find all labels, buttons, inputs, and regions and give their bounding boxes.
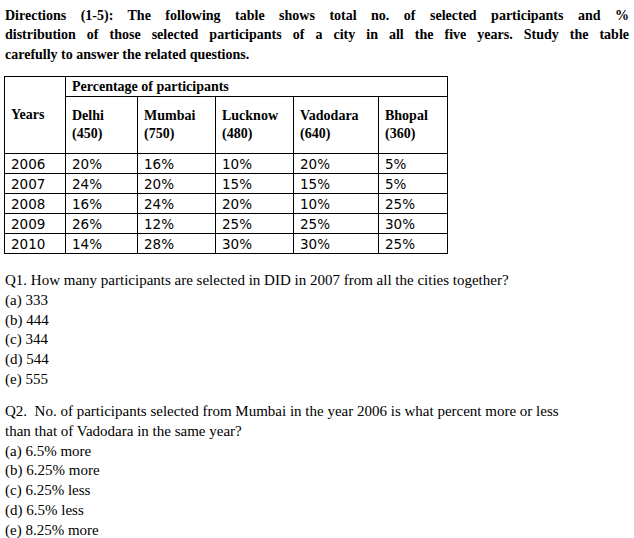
question-text-line: Q2. No. of participants selected from Mu… [5, 402, 631, 422]
city-name: Bhopal [385, 107, 445, 125]
value-cell: 24% [138, 194, 216, 214]
city-header-cell: Delhi (450) [66, 97, 138, 154]
value-cell: 28% [138, 234, 216, 254]
city-header-cell: Bhopal (360) [379, 97, 448, 154]
value-cell: 30% [294, 234, 379, 254]
city-total: (750) [144, 125, 213, 143]
group-header-cell: Percentage of participants [66, 77, 448, 97]
years-header-cell: Years [5, 77, 66, 154]
directions-line: Directions (1-5): The following table sh… [5, 6, 629, 25]
value-cell: 25% [216, 214, 294, 234]
page: Directions (1-5): The following table sh… [0, 0, 634, 538]
value-cell: 15% [294, 174, 379, 194]
table-row: 2008 16% 24% 20% 10% 25% [5, 194, 448, 214]
value-cell: 14% [66, 234, 138, 254]
value-cell: 20% [294, 154, 379, 174]
value-cell: 25% [379, 194, 448, 214]
question-option: (b) 444 [5, 311, 631, 331]
table-row: 2009 26% 12% 25% 25% 30% [5, 214, 448, 234]
year-cell: 2009 [5, 214, 66, 234]
directions-line: distribution of those selected participa… [5, 25, 629, 44]
question-option: (a) 333 [5, 291, 631, 311]
city-header-cell: Vadodara (640) [294, 97, 379, 154]
question-option: (b) 6.25% more [5, 461, 631, 481]
city-name: Lucknow [222, 107, 291, 125]
year-cell: 2007 [5, 174, 66, 194]
city-total: (360) [385, 125, 445, 143]
participants-table: Years Percentage of participants Delhi (… [4, 76, 448, 254]
value-cell: 12% [138, 214, 216, 234]
year-cell: 2008 [5, 194, 66, 214]
question-block-q1: Q1. How many participants are selected i… [5, 271, 631, 390]
table-row: 2010 14% 28% 30% 30% 25% [5, 234, 448, 254]
question-option: (e) 555 [5, 370, 631, 390]
question-block-q2: Q2. No. of participants selected from Mu… [5, 402, 631, 538]
question-option: (c) 344 [5, 330, 631, 350]
value-cell: 30% [216, 234, 294, 254]
value-cell: 16% [138, 154, 216, 174]
city-name: Mumbai [144, 107, 213, 125]
question-option: (c) 6.25% less [5, 481, 631, 501]
question-text-line: Q1. How many participants are selected i… [5, 271, 631, 291]
question-option: (d) 544 [5, 350, 631, 370]
value-cell: 16% [66, 194, 138, 214]
table-row: 2006 20% 16% 10% 20% 5% [5, 154, 448, 174]
value-cell: 5% [379, 174, 448, 194]
city-header-cell: Mumbai (750) [138, 97, 216, 154]
value-cell: 15% [216, 174, 294, 194]
value-cell: 5% [379, 154, 448, 174]
directions-line: carefully to answer the related question… [5, 45, 629, 64]
directions-text: Directions (1-5): The following table sh… [5, 6, 629, 64]
city-total: (640) [300, 125, 376, 143]
city-total: (480) [222, 125, 291, 143]
value-cell: 20% [216, 194, 294, 214]
value-cell: 20% [138, 174, 216, 194]
question-option: (e) 8.25% more [5, 521, 631, 538]
city-name: Delhi [72, 107, 135, 125]
year-cell: 2006 [5, 154, 66, 174]
question-option: (a) 6.5% more [5, 442, 631, 462]
city-name: Vadodara [300, 107, 376, 125]
city-header-cell: Lucknow (480) [216, 97, 294, 154]
question-text-line: than that of Vadodara in the same year? [5, 422, 631, 442]
value-cell: 20% [66, 154, 138, 174]
value-cell: 26% [66, 214, 138, 234]
value-cell: 10% [294, 194, 379, 214]
table-row: 2007 24% 20% 15% 15% 5% [5, 174, 448, 194]
city-total: (450) [72, 125, 135, 143]
value-cell: 10% [216, 154, 294, 174]
question-option: (d) 6.5% less [5, 501, 631, 521]
value-cell: 24% [66, 174, 138, 194]
year-cell: 2010 [5, 234, 66, 254]
value-cell: 25% [294, 214, 379, 234]
value-cell: 30% [379, 214, 448, 234]
value-cell: 25% [379, 234, 448, 254]
